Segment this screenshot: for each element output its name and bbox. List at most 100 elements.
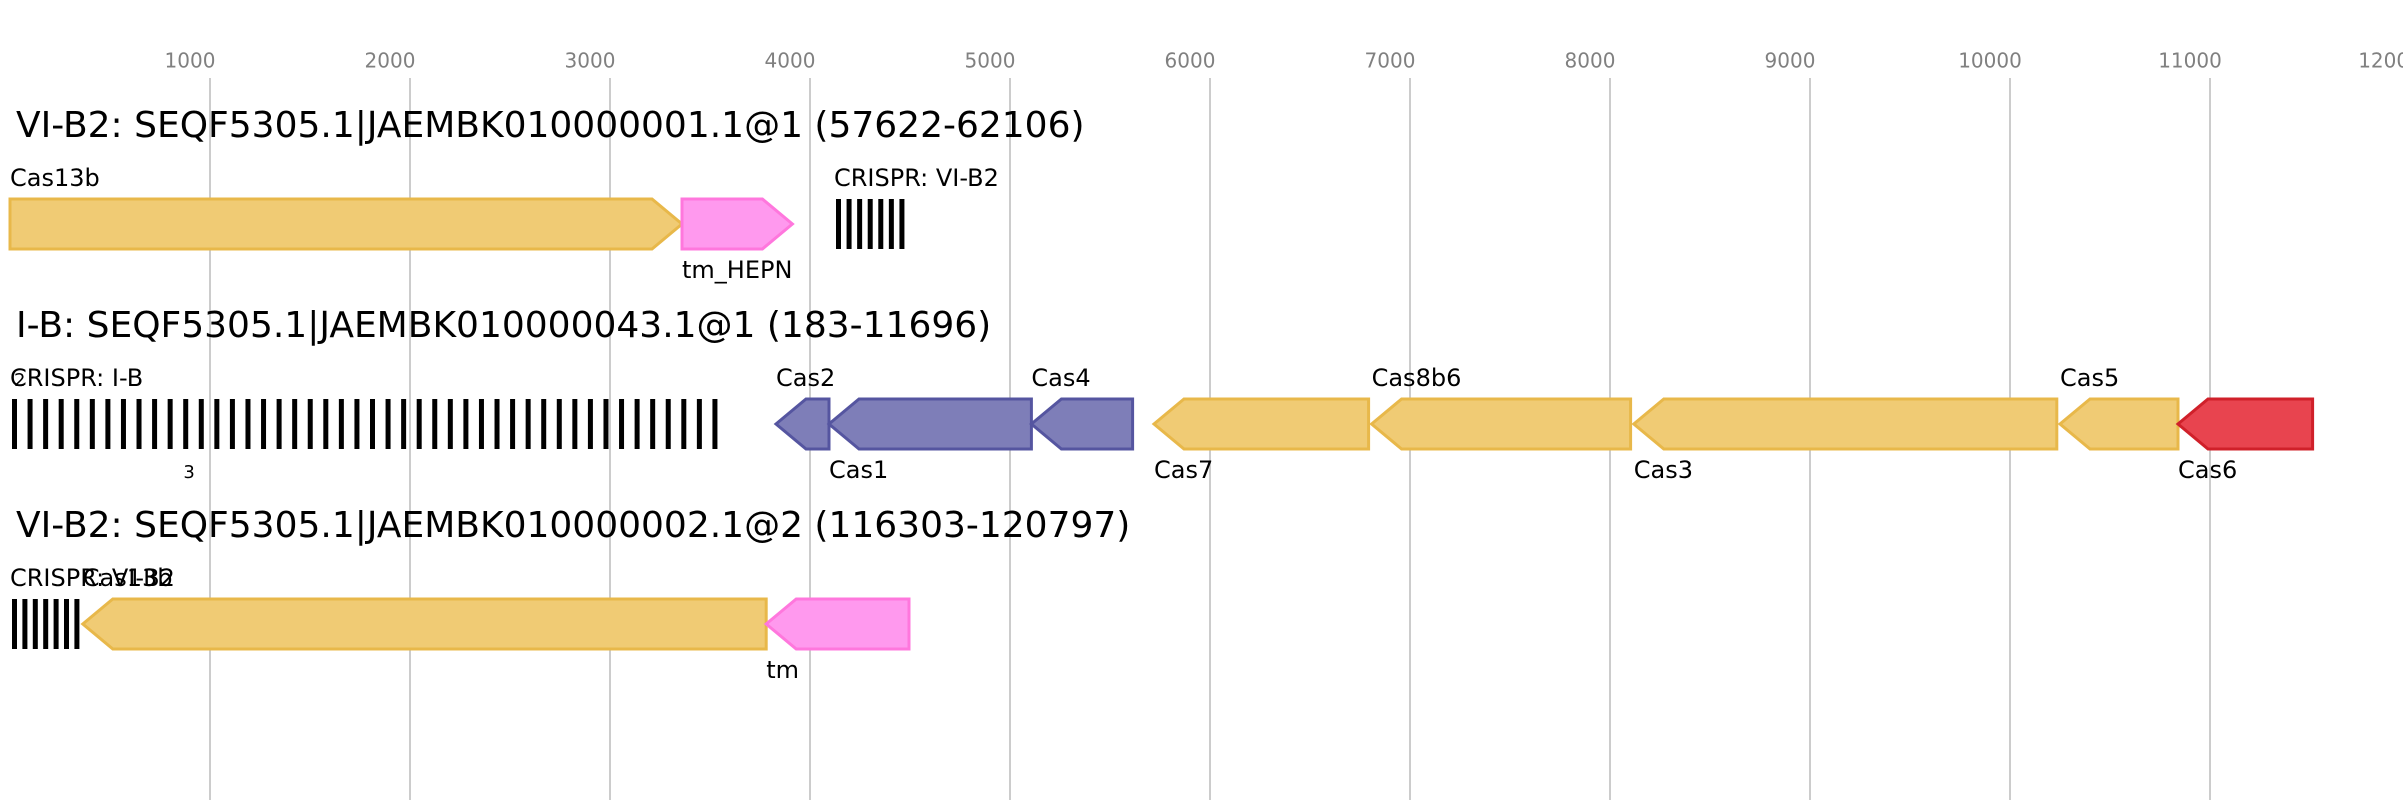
crispr-repeat [338,399,344,449]
gene-arrow [773,397,831,451]
gene-label: tm [766,656,799,684]
crispr-repeat [27,399,33,449]
gene-arrow [1369,397,1633,451]
gene-arrow [2057,397,2180,451]
track-title: I-B: SEQF5305.1|JAEMBK010000043.1@1 (183… [16,305,991,346]
crispr-repeat [120,399,126,449]
crispr-repeat [245,399,251,449]
crispr-repeat [354,399,360,449]
crispr-repeat [878,199,884,249]
crispr-repeat [712,399,718,449]
gene-arrow [1631,397,2059,451]
crispr-repeat [846,199,852,249]
crispr-repeat [58,399,64,449]
track-title: VI-B2: SEQF5305.1|JAEMBK010000001.1@1 (5… [16,105,1085,146]
crispr-repeat [836,199,841,249]
crispr-repeat [857,199,863,249]
tick-label: 11000 [2158,49,2222,73]
crispr-repeat [494,399,500,449]
crispr-repeat [634,399,640,449]
gene-arrow [763,597,911,651]
crispr-repeat [681,399,687,449]
crispr-repeat [587,399,593,449]
annotation: 3 [183,462,194,483]
tick-label: 9000 [1765,49,1816,73]
crispr-repeat [478,399,484,449]
crispr-repeat [867,199,873,249]
crispr-repeat [214,399,220,449]
crispr-repeat [12,599,17,649]
gene-arrow [80,597,768,651]
crispr-repeat [43,599,49,649]
gene-label: Cas2 [776,364,835,392]
crispr-repeat [53,599,59,649]
crispr-repeat [22,599,28,649]
tick-label: 8000 [1565,49,1616,73]
tick-label: 10000 [1958,49,2022,73]
crispr-repeat [74,599,80,649]
tick-label: 1000 [165,49,216,73]
crispr-repeat [447,399,453,449]
crispr-repeat [370,399,375,449]
crispr-repeat [167,399,173,449]
gene-arrow [1029,397,1135,451]
tick-label: 6000 [1165,49,1216,73]
crispr-repeat [650,399,656,449]
crispr-label: CRISPR: VI-B2 [834,164,999,192]
crispr-repeat [401,399,407,449]
crispr-repeat [323,399,329,449]
crispr-repeat [696,399,702,449]
gene-label: Cas1 [829,456,888,484]
crispr-repeat [32,599,38,649]
crispr-repeat [556,399,562,449]
crispr-repeat [385,399,391,449]
crispr-label: CRISPR: VI-B2 [10,564,175,592]
crispr-repeat [899,199,905,249]
tick-label: 5000 [965,49,1016,73]
gene-arrow [680,197,795,251]
annotation: 2 [14,370,25,391]
tick-label: 2000 [365,49,416,73]
crispr-repeat [665,399,671,449]
gene-label: Cas4 [1031,364,1090,392]
crispr-repeat [105,399,111,449]
crispr-repeat [307,399,313,449]
crispr-repeat [510,399,516,449]
gene-label: Cas3 [1634,456,1693,484]
crispr-repeat [888,199,894,249]
crispr-repeat [432,399,438,449]
crispr-repeat [619,399,625,449]
crispr-repeat [12,399,17,449]
gene-label: tm_HEPN [682,256,792,284]
gene-label: Cas13b [10,164,100,192]
gene-label: Cas7 [1154,456,1213,484]
crispr-repeat [229,399,235,449]
crispr-repeat [43,399,49,449]
tick-label: 4000 [765,49,816,73]
crispr-label: CRISPR: I-B [10,364,143,392]
crispr-repeat [603,399,609,449]
tick-label: 3000 [565,49,616,73]
crispr-repeat [292,399,298,449]
gene-label: Cas13b [83,564,173,592]
gene-arrow [8,197,685,251]
crispr-repeat [136,399,142,449]
tick-label: 7000 [1365,49,1416,73]
crispr-repeat [541,399,547,449]
crispr-repeat [416,399,422,449]
crispr-repeat [261,399,267,449]
gene-arrow [826,397,1033,451]
gene-label: Cas8b6 [1372,364,1462,392]
crispr-repeat [463,399,469,449]
crispr-repeat [64,599,69,649]
crispr-repeat [152,399,158,449]
crispr-repeat [74,399,80,449]
crispr-repeat [276,399,282,449]
gene-arrow [2175,397,2315,451]
gene-label: Cas5 [2060,364,2119,392]
crispr-repeat [89,399,95,449]
crispr-repeat [525,399,531,449]
crispr-repeat [572,399,578,449]
